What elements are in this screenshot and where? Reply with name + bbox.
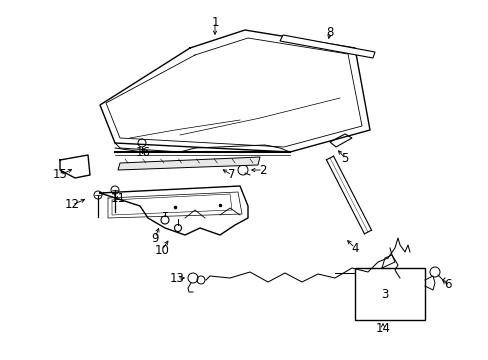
Text: 11: 11: [110, 192, 125, 204]
Text: 9: 9: [151, 231, 159, 244]
Text: 3: 3: [381, 288, 388, 302]
Polygon shape: [118, 157, 260, 170]
Text: 12: 12: [64, 198, 80, 211]
Text: 2: 2: [259, 163, 266, 176]
Text: 10: 10: [154, 243, 169, 256]
Text: 5: 5: [341, 152, 348, 165]
Polygon shape: [280, 35, 374, 58]
Text: 13: 13: [169, 271, 184, 284]
Text: 4: 4: [350, 242, 358, 255]
Bar: [354, 268, 424, 320]
Polygon shape: [329, 134, 351, 147]
Text: 6: 6: [443, 279, 451, 292]
Text: 8: 8: [325, 26, 333, 39]
Text: 15: 15: [52, 168, 67, 181]
Text: 16: 16: [135, 145, 150, 158]
Text: 1: 1: [211, 15, 218, 28]
Text: 14: 14: [375, 321, 390, 334]
Text: 7: 7: [228, 168, 235, 181]
